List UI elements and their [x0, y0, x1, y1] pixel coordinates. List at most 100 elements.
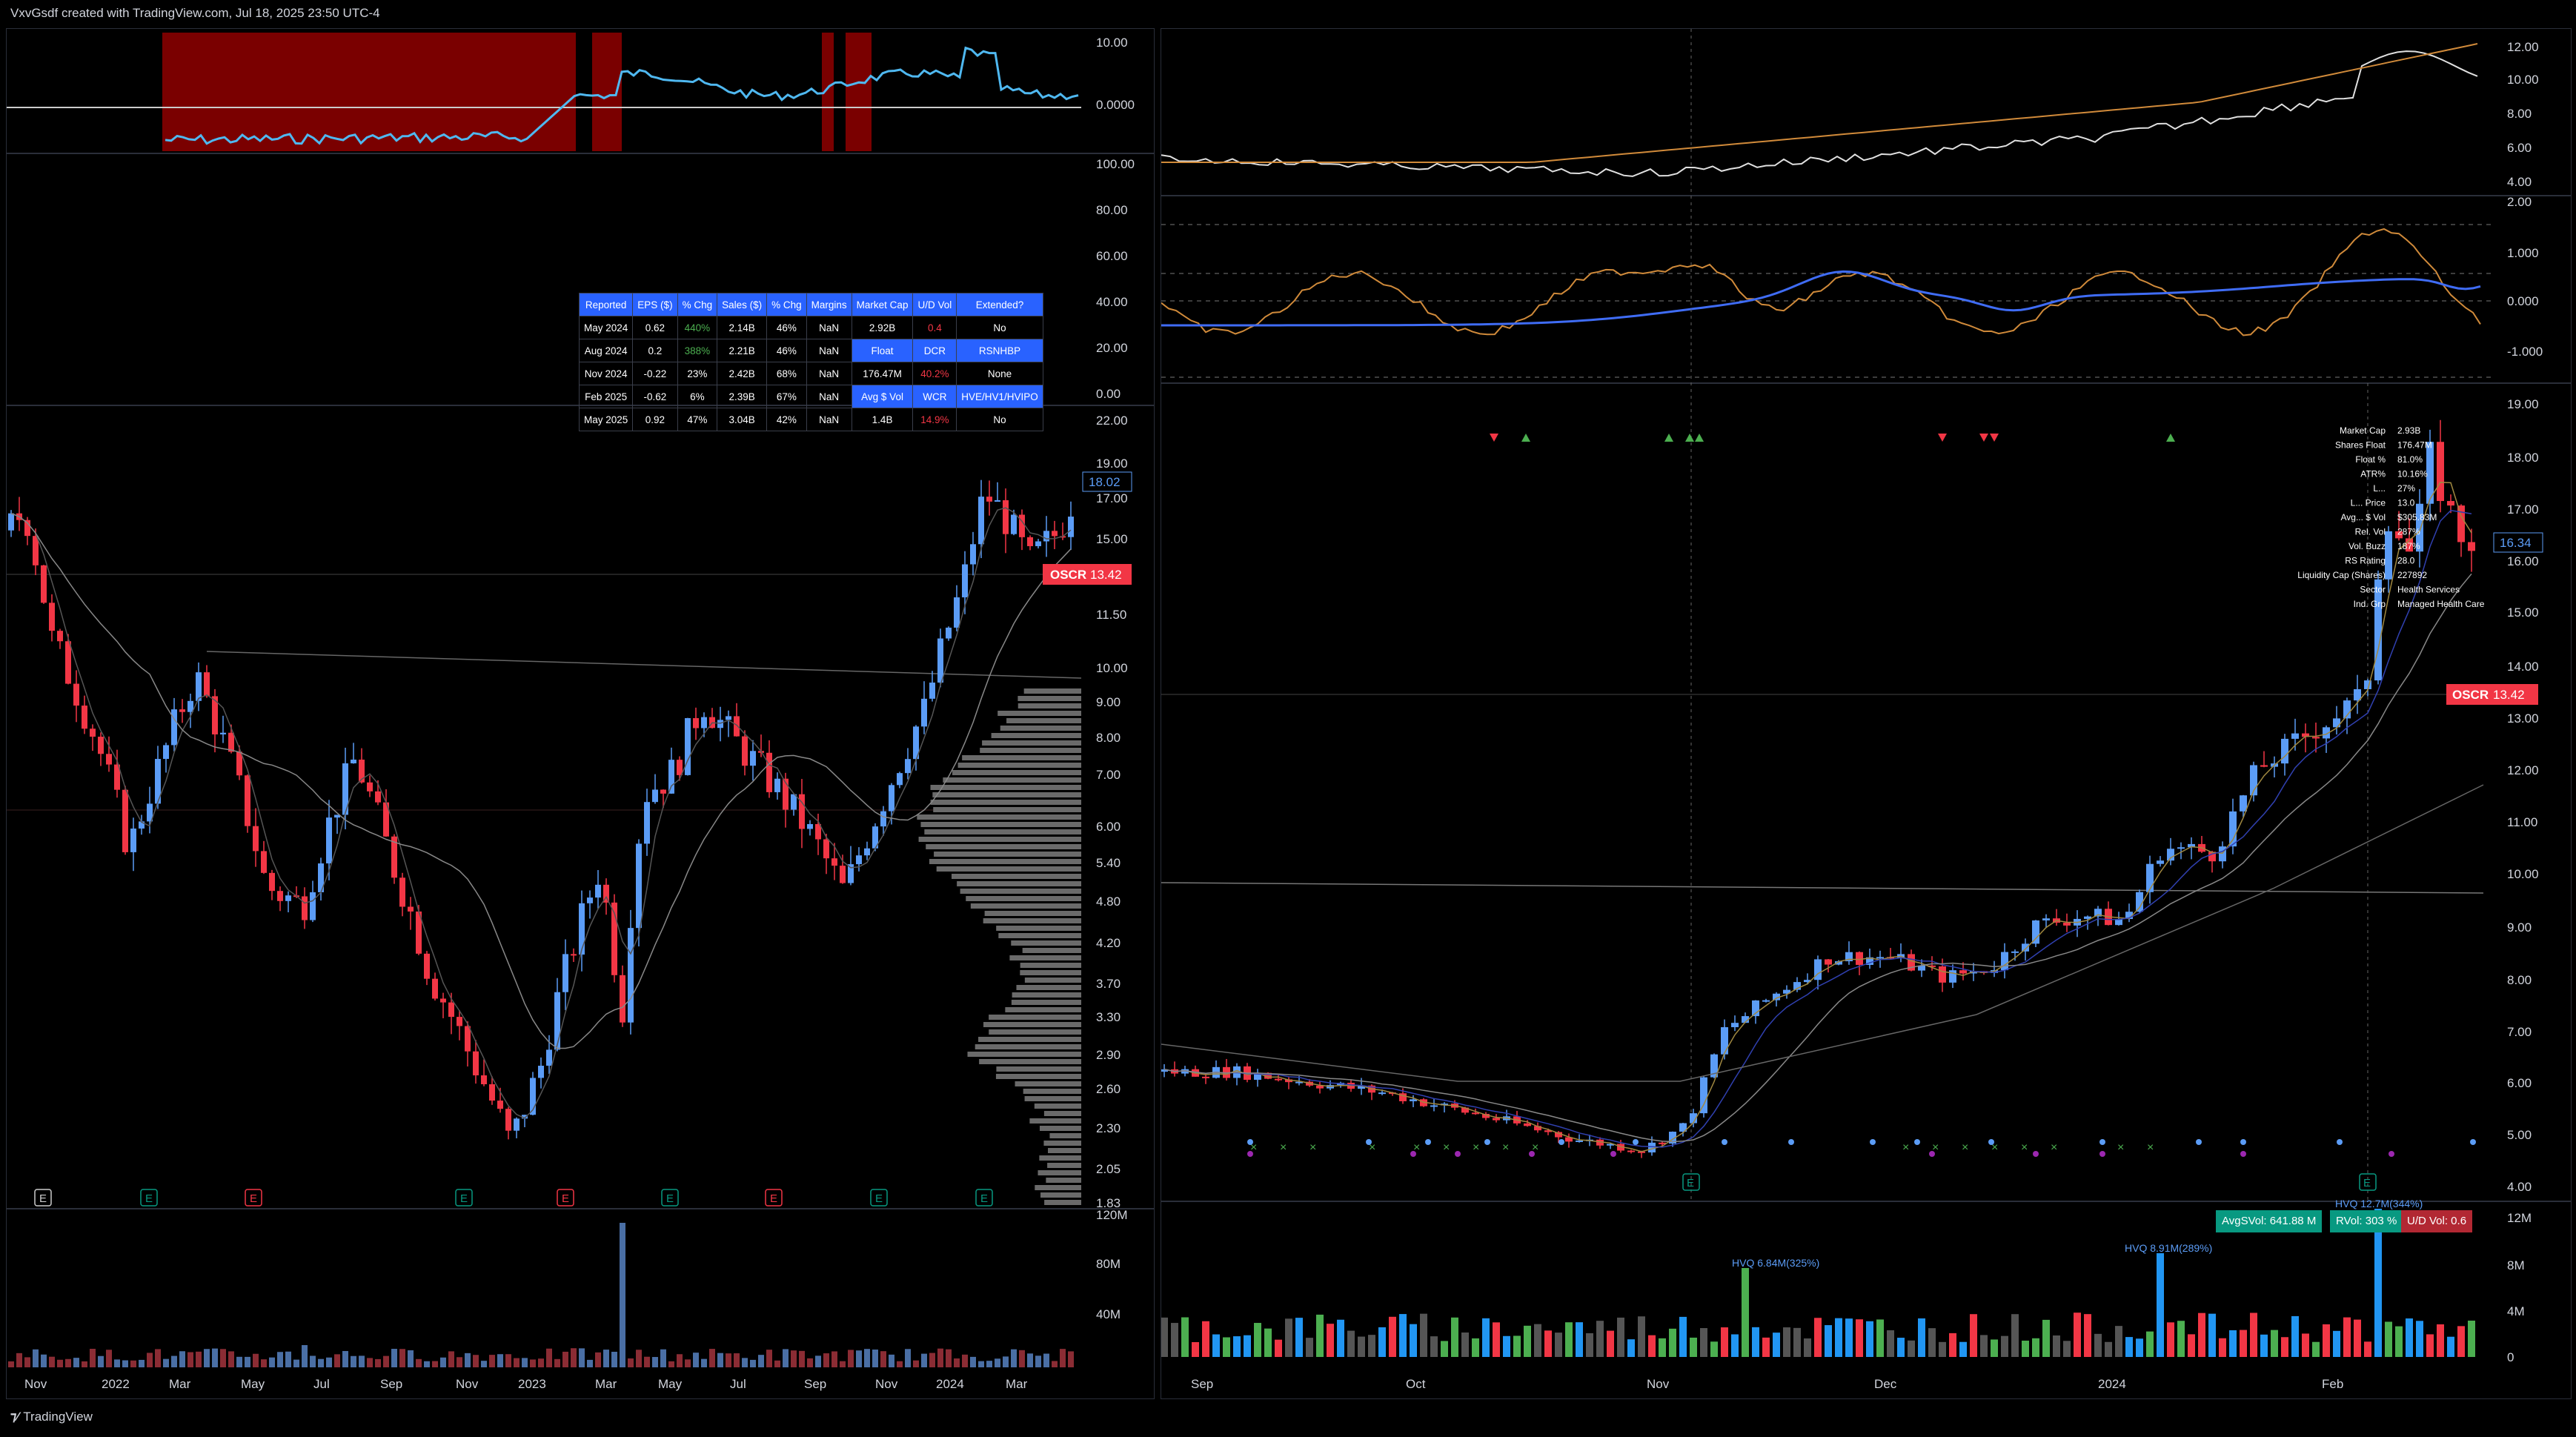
tradingview-logo[interactable]: ⁊⁄ TradingView [10, 1410, 93, 1424]
volume-bar [1970, 1314, 1977, 1357]
volume-bar [2395, 1326, 2403, 1357]
candle-body [489, 1084, 495, 1101]
volume-bar [1887, 1330, 1894, 1357]
price-tick-label: 5.00 [2507, 1128, 2532, 1142]
x-axis-label: Oct [1406, 1377, 1426, 1391]
x-axis-label: Dec [1874, 1377, 1897, 1391]
candle-body [620, 975, 625, 1023]
volume-bar [823, 1353, 829, 1367]
volume-profile-bar [1020, 963, 1081, 968]
volume-profile-bar [1048, 1148, 1081, 1153]
candle-body [1003, 500, 1009, 534]
volume-bar [897, 1361, 903, 1367]
price-tick-label: 9.00 [1096, 695, 1121, 709]
volume-bar [1555, 1333, 1562, 1357]
volume-bar [49, 1356, 55, 1367]
volume-bar [489, 1355, 495, 1367]
candle-body [481, 1075, 487, 1085]
candle-body [457, 1017, 462, 1026]
volume-bar [2188, 1334, 2195, 1357]
volume-bar [807, 1358, 813, 1367]
candle-body [1752, 1000, 1759, 1017]
candle-body [1378, 1092, 1386, 1095]
volume-bar [1596, 1321, 1604, 1357]
volume-bar [1244, 1335, 1251, 1357]
candle-body [196, 672, 202, 701]
candle-body [236, 751, 242, 776]
volume-bar [1161, 1317, 1168, 1357]
candle-body [571, 954, 577, 956]
volume-bar [1493, 1322, 1500, 1357]
volume-bar [106, 1350, 112, 1367]
candle-body [693, 717, 699, 729]
earnings-marker-label: E [39, 1192, 47, 1205]
price-tick-label: 8.00 [1096, 731, 1121, 745]
volume-bar [978, 1361, 984, 1367]
candle-body [302, 896, 308, 920]
left-chart-svg[interactable]: 10.00 0.0000 100.00 80.00 60.00 40.00 20.00 0.0… [7, 29, 1154, 1398]
candle-body [929, 683, 935, 699]
candle-body [351, 759, 356, 764]
candle-body [742, 736, 748, 766]
table-header-cell: U/D Vol [912, 293, 957, 316]
volume-bar [2323, 1324, 2330, 1357]
volume-bar [1295, 1318, 1303, 1357]
candle-body [970, 544, 976, 565]
volume-profile-bar [960, 889, 1081, 894]
candle-body [840, 866, 846, 883]
table-cell: NaN [806, 339, 852, 362]
candle-body [41, 565, 47, 603]
candle-body [114, 764, 120, 790]
sell-signal-triangle [1990, 434, 1999, 442]
right-chart-svg[interactable]: 12.00 10.00 8.00 6.00 4.00 2.00 1.000 0.000 -1.0… [1161, 29, 2571, 1398]
volume-bar [701, 1358, 707, 1367]
volume-bar [611, 1351, 617, 1367]
right-chart-panel[interactable]: 12.00 10.00 8.00 6.00 4.00 2.00 1.000 0.000 -1.0… [1161, 28, 2572, 1399]
price-tick-label: 10.00 [2507, 867, 2539, 881]
volume-bar [750, 1359, 756, 1367]
table-header-cell: Extended? [956, 293, 1043, 316]
volume-bar [1690, 1337, 1697, 1357]
volume-bar [318, 1358, 324, 1367]
volume-bar [530, 1359, 536, 1367]
candle-body [2063, 923, 2071, 926]
earnings-marker-label: E [666, 1192, 674, 1205]
table-cell: NaN [806, 316, 852, 339]
volume-profile-bar [1011, 1000, 1081, 1005]
earnings-marker-label: E [562, 1192, 569, 1205]
candle-body [1762, 1000, 1770, 1002]
volume-bar [1399, 1314, 1407, 1357]
volume-bar [587, 1359, 593, 1367]
candle-body [783, 778, 789, 810]
candle-body [2115, 919, 2122, 926]
volume-bar [1814, 1318, 1822, 1357]
candle-body [889, 785, 894, 812]
candle-body [2208, 852, 2216, 862]
top-tick-label: 10.00 [2507, 73, 2539, 87]
table-cell: 67% [766, 385, 807, 408]
volume-bar [2229, 1330, 2237, 1357]
volume-bar [1679, 1316, 1687, 1357]
indicator-red-zone [822, 33, 834, 151]
volume-bar [660, 1349, 666, 1367]
volume-bar [668, 1361, 674, 1367]
candle-body [1043, 531, 1049, 542]
volume-bar [277, 1352, 283, 1367]
volume-profile-bar [989, 1029, 1081, 1035]
volume-profile-bar [957, 881, 1081, 886]
x-axis-label: Jul [313, 1377, 330, 1391]
buy-signal-triangle [1521, 434, 1530, 442]
volume-bar [1627, 1339, 1635, 1357]
volume-profile-bar [1022, 948, 1081, 953]
left-chart-panel[interactable]: 10.00 0.0000 100.00 80.00 60.00 40.00 20.00 0.0… [6, 28, 1155, 1399]
x-signal-marker: × [1532, 1141, 1538, 1154]
volume-bar [130, 1360, 136, 1367]
earnings-marker-box [1682, 1173, 1700, 1191]
dot-marker [2099, 1139, 2105, 1145]
volume-tick-label: 4M [2507, 1304, 2525, 1318]
table-cell: 14.9% [912, 408, 957, 431]
volume-bar [1316, 1314, 1324, 1357]
info-box-label: Vol. Buzz [2348, 541, 2386, 551]
volume-bar [2084, 1314, 2091, 1357]
volume-bar [2136, 1338, 2143, 1357]
